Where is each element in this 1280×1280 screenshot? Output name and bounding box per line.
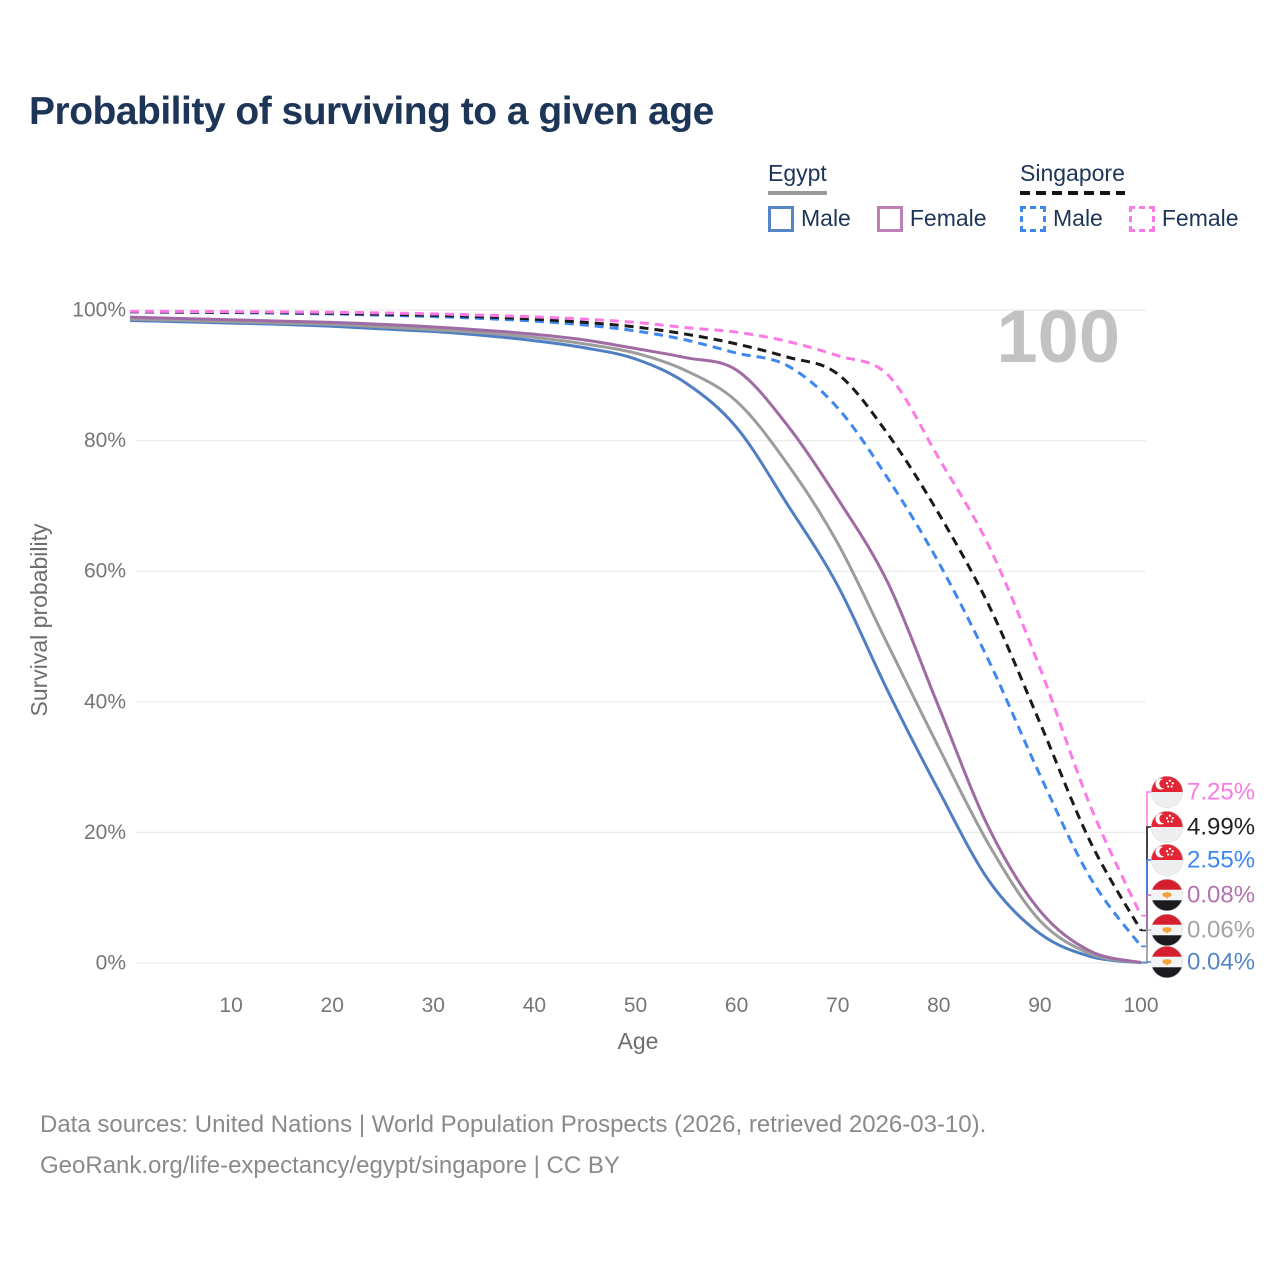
x-tick-label: 70 xyxy=(826,994,849,1017)
y-tick-label: 40% xyxy=(84,690,126,713)
legend-singapore-label: Singapore xyxy=(1020,160,1125,186)
singapore-flag-icon xyxy=(1151,844,1183,876)
end-label-singapore-all: 4.99% xyxy=(1187,814,1255,841)
end-label-singapore-male: 2.55% xyxy=(1187,847,1255,874)
x-axis-title: Age xyxy=(618,1028,659,1054)
y-tick-label: 60% xyxy=(84,560,126,583)
gridlines xyxy=(136,309,1146,964)
curve-singapore-male xyxy=(129,310,1143,948)
legend-singapore-underline-swatch xyxy=(1020,191,1125,195)
legend-group-egypt: Egypt Male Female xyxy=(768,160,987,232)
end-labels: 7.25% 4.99% 2.55% 0.08% 0.06% 0.04% xyxy=(1141,776,1255,978)
legend-item-singapore-male-label: Male xyxy=(1053,205,1103,231)
footer-attribution-line: GeoRank.org/life-expectancy/egypt/singap… xyxy=(40,1152,620,1179)
curve-singapore-female xyxy=(129,309,1143,917)
singapore-female-swatch-icon xyxy=(1128,205,1155,232)
legend-singapore-header: Singapore xyxy=(1020,160,1125,195)
end-label-connector-egypt-female xyxy=(1141,894,1151,964)
curve-egypt-male xyxy=(129,318,1142,965)
legend-item-egypt-male: Male xyxy=(768,205,851,232)
y-axis-tick-labels: 0% 20% 40% 60% 80% 100% xyxy=(72,299,126,975)
x-tick-label: 30 xyxy=(422,994,445,1017)
end-label-connector-singapore-male xyxy=(1141,859,1151,948)
footer: Data sources: United Nations | World Pop… xyxy=(40,1104,986,1186)
x-tick-label: 90 xyxy=(1028,994,1051,1017)
y-tick-label: 0% xyxy=(96,952,126,975)
egypt-flag-icon xyxy=(1151,879,1183,911)
legend-egypt-header: Egypt xyxy=(768,160,827,195)
page-title: Probability of surviving to a given age xyxy=(29,90,714,133)
legend-item-singapore-female-label: Female xyxy=(1161,205,1239,231)
singapore-flag-icon xyxy=(1151,811,1183,843)
egypt-flag-icon xyxy=(1151,914,1183,946)
legend-item-singapore-female: Female xyxy=(1128,205,1239,232)
curve-singapore-all xyxy=(129,310,1143,932)
end-label-connector-singapore-female xyxy=(1141,791,1151,917)
end-label-egypt-female: 0.08% xyxy=(1187,882,1255,909)
singapore-flag-icon xyxy=(1151,776,1183,808)
egypt-female-swatch-icon xyxy=(876,205,903,232)
x-tick-label: 10 xyxy=(219,994,242,1017)
watermark-100: 100 xyxy=(997,295,1120,378)
end-label-connector-egypt-male xyxy=(1141,961,1151,964)
end-label-connector-singapore-all xyxy=(1141,826,1151,932)
curve-egypt-female xyxy=(129,315,1142,964)
egypt-flag-icon xyxy=(1151,946,1183,978)
legend-item-egypt-male-label: Male xyxy=(801,205,851,231)
legend-egypt-items: Male Female xyxy=(768,205,987,232)
x-tick-label: 100 xyxy=(1123,994,1158,1017)
x-tick-label: 80 xyxy=(927,994,950,1017)
curve-egypt-all xyxy=(129,317,1142,965)
y-tick-label: 100% xyxy=(72,299,126,322)
x-axis-tick-labels: 10 20 30 40 50 60 70 80 90 100 xyxy=(219,994,1158,1017)
legend-egypt-underline-swatch xyxy=(768,191,827,195)
legend-singapore-items: Male Female xyxy=(1020,205,1239,232)
x-tick-label: 50 xyxy=(624,994,647,1017)
x-tick-label: 60 xyxy=(725,994,748,1017)
egypt-male-swatch-icon xyxy=(768,205,794,232)
legend-egypt-label: Egypt xyxy=(768,160,827,186)
singapore-male-swatch-icon xyxy=(1020,205,1046,232)
y-axis-title: Survival probability xyxy=(26,523,52,717)
survival-curves xyxy=(129,309,1143,965)
footer-sources-line: Data sources: United Nations | World Pop… xyxy=(40,1111,987,1138)
y-tick-label: 20% xyxy=(84,821,126,844)
x-tick-label: 40 xyxy=(523,994,546,1017)
y-tick-label: 80% xyxy=(84,429,126,452)
legend-item-egypt-female-label: Female xyxy=(909,205,987,231)
legend-item-egypt-female: Female xyxy=(876,205,987,232)
end-label-egypt-male: 0.04% xyxy=(1187,949,1255,976)
legend-group-singapore: Singapore Male Female xyxy=(1020,160,1239,232)
end-label-singapore-female: 7.25% xyxy=(1187,779,1255,806)
end-label-egypt-all: 0.06% xyxy=(1187,917,1255,944)
x-tick-label: 20 xyxy=(321,994,344,1017)
legend-item-singapore-male: Male xyxy=(1020,205,1103,232)
